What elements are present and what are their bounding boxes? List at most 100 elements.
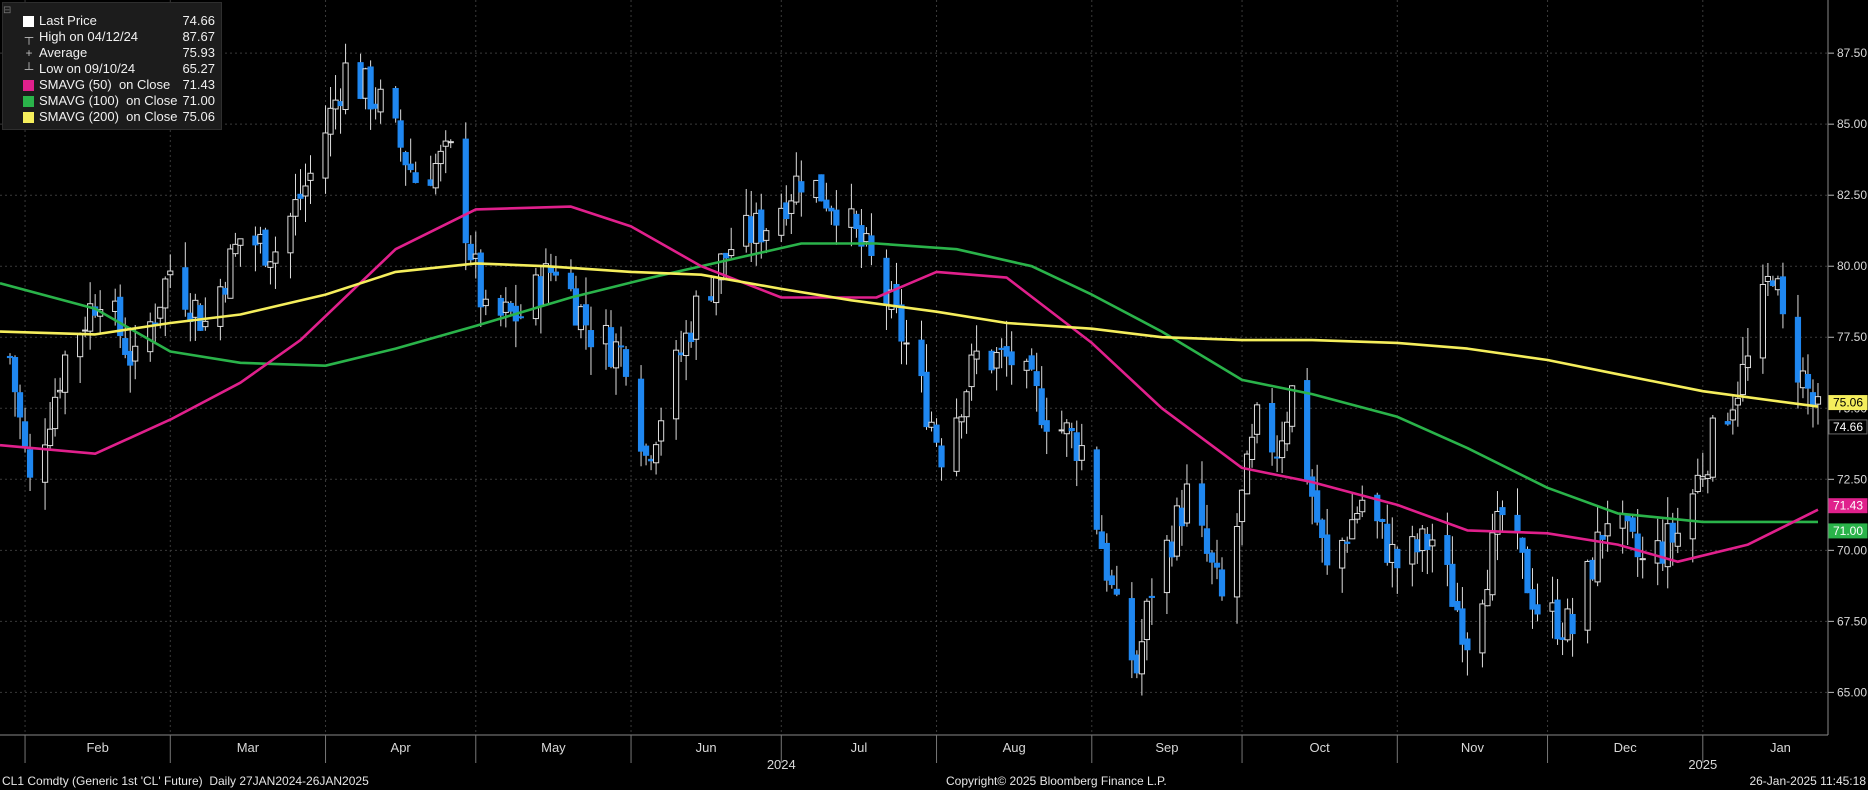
candle-body [582,304,590,326]
candle-body [1659,541,1666,564]
legend-value: 74.66 [182,13,215,28]
candle-body [758,209,765,243]
candle-body [447,141,454,144]
legend-item[interactable]: SMAVG (50) on Close 71.43 [9,77,215,93]
legend-item[interactable]: ┴ Low on 09/10/24 65.27 [9,61,215,77]
candle-body [472,253,479,259]
candle-body [537,276,544,307]
candle-body [1774,278,1782,291]
candle-body [182,267,189,310]
legend-label: Last Price [39,13,97,28]
candle-body [332,99,339,110]
candle-body [1309,476,1316,497]
candle-body [1564,608,1571,641]
candle-body [1359,499,1366,513]
candle-body [1669,522,1676,543]
footer-timestamp: 26-Jan-2025 11:45:18 [1749,774,1866,788]
candle-body [1729,409,1736,421]
candle-body [1038,388,1045,426]
legend-value: 65.27 [182,61,215,76]
x-tick-label: Jun [696,740,717,755]
legend-swatch-icon [23,16,34,27]
candle-body [607,327,615,367]
legend-item[interactable]: Last Price 74.66 [9,13,215,29]
legend-item[interactable]: SMAVG (200) on Close 75.06 [9,109,215,125]
legend-label: High on 04/12/24 [39,29,139,44]
price-tag [1828,523,1868,539]
candle-body [517,316,524,319]
candle-body [683,332,690,357]
candle-body [1449,563,1456,607]
candle-body [868,235,875,256]
x-tick-label: Oct [1310,740,1331,755]
legend-item[interactable]: + Average 75.93 [9,45,215,61]
candle-body [617,345,625,348]
candle-body [1419,528,1426,552]
candle-body [297,193,304,199]
legend-item[interactable]: SMAVG (100) on Close 71.00 [9,93,215,109]
sma50-line [0,205,1819,564]
legend-value: 87.67 [182,29,215,44]
candle-body [1524,548,1531,594]
candle-body [1809,392,1817,406]
sma200-line [0,262,1819,408]
candle-body [227,248,234,299]
candle-body [1739,363,1746,396]
candle-body [898,304,905,342]
candle-body [87,303,94,332]
candle-body [963,391,970,418]
candle-body [1253,404,1261,435]
candle-body [167,270,174,276]
candle-body [1584,560,1591,631]
candle-body [1093,449,1100,530]
footer-copyright: Copyright© 2025 Bloomberg Finance L.P. [946,774,1167,788]
candle-body [1148,595,1155,598]
candle-body [1113,588,1120,595]
candle-body [232,243,239,255]
legend-label: SMAVG (50) on Close [39,77,171,92]
candle-body [1379,519,1386,522]
candle-body [1063,422,1070,435]
candle-body [1589,559,1596,580]
candle-body [1489,532,1496,596]
price-tag [1828,498,1868,514]
candle-body [1143,600,1150,641]
candle-body [753,212,760,244]
candle-body [1173,505,1181,557]
candle-body [1759,283,1766,359]
candle-body [1639,558,1646,561]
collapse-icon[interactable]: ⊟ [3,5,12,16]
x-tick-label: Nov [1461,740,1485,755]
candle-body [217,286,224,327]
candle-body [612,341,620,369]
candle-body [1028,355,1035,370]
candle-body [1464,638,1471,651]
candle-body [11,356,19,393]
candle-body [1699,476,1706,480]
average-marker-icon: + [25,46,33,60]
x-tick-label: Apr [391,740,412,755]
x-year-label: 2025 [1688,757,1717,772]
candle-body [157,306,164,319]
candle-body [1629,517,1636,532]
candle-body [833,209,840,226]
candle-body [953,417,960,472]
x-tick-label: Mar [237,740,260,755]
candle-body [688,332,695,342]
candle-body [82,329,89,332]
candle-body [1268,403,1276,453]
candle-body [587,330,595,348]
candle-body [1003,346,1010,357]
candle-body [1289,385,1296,427]
candle-body [1674,532,1681,547]
candle-body [507,302,514,312]
candle-body [1354,513,1361,520]
legend-value: 75.93 [182,45,215,60]
candle-body [1459,608,1466,645]
legend-item[interactable]: ┬ High on 04/12/24 87.67 [9,29,215,45]
candle-body [1319,519,1326,539]
candle-body [813,179,820,199]
candle-body [652,444,660,464]
candle-body [41,444,49,483]
candle-body [542,263,549,305]
